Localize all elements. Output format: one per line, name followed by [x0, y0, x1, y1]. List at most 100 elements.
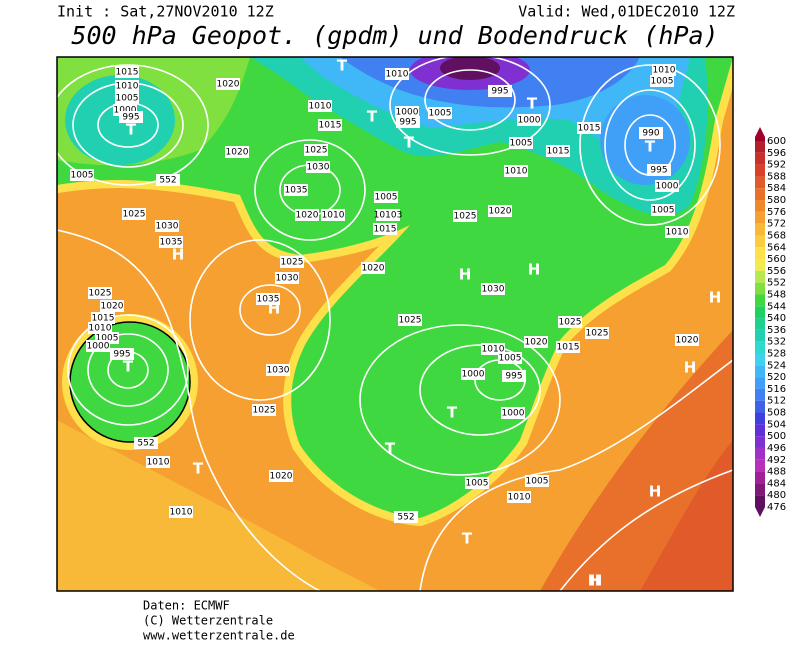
isobar-label-text: 1035 — [257, 295, 280, 305]
isobar-label-text: 995 — [491, 87, 508, 97]
isobar-label-text: 1025 — [399, 316, 422, 326]
isobar-label-text: 1020 — [296, 211, 319, 221]
isobar-label-box — [155, 220, 179, 232]
isobar-label: 1000 — [501, 407, 525, 419]
isobar-label-box — [86, 340, 110, 352]
colorbar-label: 580 — [767, 195, 786, 206]
isobar-label-box — [159, 236, 183, 248]
isobar-label: 1020 — [488, 205, 512, 217]
isobar-label: 1025 — [585, 327, 609, 339]
isobar-label: 1025 — [304, 144, 328, 156]
colorbar-swatch — [755, 141, 765, 153]
pressure-center: T — [385, 440, 396, 458]
pressure-center: T — [123, 358, 134, 376]
colorbar-label: 564 — [767, 242, 786, 253]
isobar-label: 1025 — [398, 314, 422, 326]
isobar-label-box — [122, 208, 146, 220]
isobar-label: 1030 — [275, 272, 299, 284]
isobar-label-box — [558, 316, 582, 328]
isobar-label-text: 552 — [397, 513, 414, 523]
isobar-label: 10103 — [374, 209, 402, 221]
isobar-label-box — [509, 137, 533, 149]
isobar-label: 1005 — [525, 475, 549, 487]
isobar-label-text: 1020 — [362, 264, 385, 274]
pressure-center: H — [268, 300, 281, 318]
pressure-center: T — [404, 134, 415, 152]
isobar-label-box — [269, 470, 293, 482]
isobar-label-text: 1010 — [147, 458, 170, 468]
colorbar-label: 584 — [767, 183, 786, 194]
isobar-label-box — [502, 370, 526, 382]
pressure-center: T — [645, 138, 656, 156]
isobar-label: 1035 — [284, 184, 308, 196]
isobar-label-box — [501, 407, 525, 419]
pressure-center: H — [172, 246, 185, 264]
colorbar-swatch — [755, 211, 765, 224]
colorbar-label: 560 — [767, 254, 786, 265]
colorbar-label: 568 — [767, 230, 786, 241]
isobar-label: 1025 — [558, 316, 582, 328]
isobar-label-text: 1035 — [285, 186, 308, 196]
isobar-label: 1010 — [321, 209, 345, 221]
isobar-label: 1030 — [266, 364, 290, 376]
isobar-label-text: 1005 — [466, 479, 489, 489]
isobar-label: 1000 — [461, 368, 485, 380]
map-frame — [56, 56, 734, 592]
map-title: 500 hPa Geopot. (gpdm) und Bodendruck (h… — [71, 21, 718, 50]
isobar-label-box — [284, 184, 308, 196]
isobar-label-text: 1025 — [586, 329, 609, 339]
isobar-label-text: 1000 — [396, 108, 419, 118]
pressure-center: H — [649, 483, 662, 501]
isobar-label: 1020 — [675, 334, 699, 346]
isobar-label-box — [225, 146, 249, 158]
isobar-label-box — [655, 180, 679, 192]
isobar-label-box — [252, 404, 276, 416]
pressure-center: T — [462, 530, 473, 548]
isobar-label: 1005 — [70, 169, 94, 181]
isobar-label-box — [169, 506, 193, 518]
isobar-label-text: 1030 — [482, 285, 505, 295]
isobar-label-box — [488, 205, 512, 217]
colorbar-swatch — [755, 377, 765, 389]
isobar-label-box — [216, 78, 240, 90]
isobar-label: 1035 — [159, 236, 183, 248]
isobar-label-text: 1025 — [305, 146, 328, 156]
colorbar-label: 592 — [767, 160, 786, 171]
isobar-label-box — [665, 226, 689, 238]
colorbar-label: 492 — [767, 455, 786, 466]
colorbar-swatch — [755, 200, 765, 212]
isobar-label-text: 1010 — [505, 167, 528, 177]
isobar-label-box — [385, 68, 409, 80]
isobar-label-text: 1000 — [518, 116, 541, 126]
isobar-label-box — [88, 287, 112, 299]
isobar-label: 1000 — [655, 180, 679, 192]
isobar-label-box — [295, 209, 319, 221]
isobar-label-text: 1025 — [281, 258, 304, 268]
isobar-label-text: 1030 — [307, 163, 330, 173]
colorbar-cap — [755, 507, 765, 517]
isobar-label-text: 1000 — [502, 409, 525, 419]
isobar-label: 1025 — [280, 256, 304, 268]
colorbar-label: 496 — [767, 443, 786, 454]
isobar-label-text: 1020 — [226, 148, 249, 158]
isobar-label-text: 552 — [137, 439, 154, 449]
colorbar-label: 596 — [767, 148, 786, 159]
colorbar-swatch — [755, 223, 765, 236]
isobar-label-box — [481, 283, 505, 295]
isobar-label: 1010 — [308, 100, 332, 112]
colorbar-label: 488 — [767, 467, 786, 478]
isobar-label-text: 1020 — [217, 80, 240, 90]
isobar-label-box — [488, 85, 512, 97]
colorbar-label: 500 — [767, 431, 786, 442]
colorbar-swatch — [755, 282, 765, 295]
colorbar-label: 504 — [767, 419, 786, 430]
isobar-label-text: 1020 — [525, 338, 548, 348]
isobar-label-text: 1005 — [429, 109, 452, 119]
isobar-label-text: 1005 — [652, 206, 675, 216]
isobar-label-text: 1010 — [666, 228, 689, 238]
isobar-label-text: 552 — [159, 176, 176, 186]
isobar-label-text: 1005 — [526, 477, 549, 487]
isobar-label-text: 1005 — [375, 193, 398, 203]
isobar-label-box — [115, 66, 139, 78]
